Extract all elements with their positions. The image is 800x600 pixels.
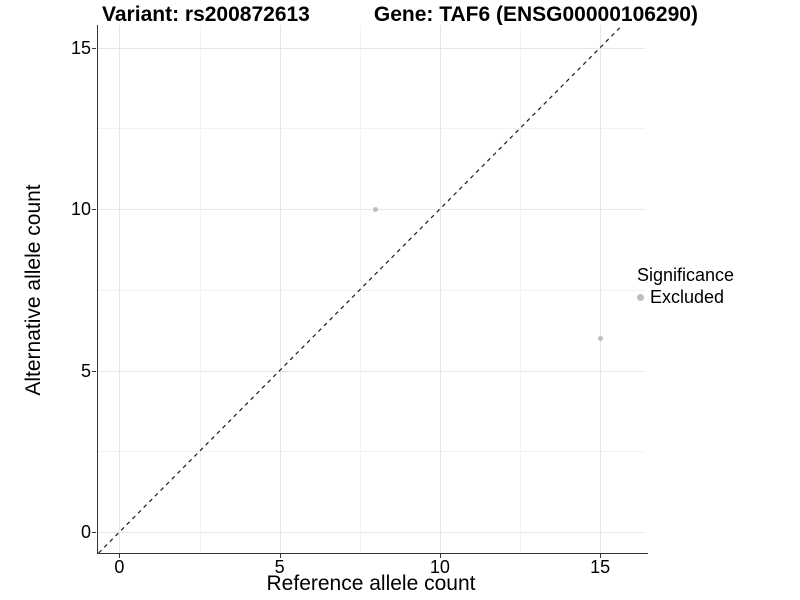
identity-line: [98, 24, 623, 554]
data-point: [373, 206, 379, 212]
legend-item: Excluded: [637, 286, 734, 308]
gridline-x-major: [439, 25, 441, 553]
y-tick-mark: [92, 532, 96, 533]
gridline-x-major: [119, 25, 121, 553]
legend-item-label: Excluded: [650, 287, 725, 307]
x-tick-mark: [279, 554, 281, 558]
y-tick-mark: [92, 370, 96, 372]
y-tick-label: 10: [70, 199, 91, 220]
x-axis-line: [97, 553, 648, 554]
y-tick-label: 0: [80, 522, 91, 542]
y-tick-label: 15: [70, 37, 91, 58]
gridline-y-minor: [97, 128, 645, 130]
plot-title-gene: Gene: TAF6 (ENSG00000106290): [373, 3, 698, 26]
x-tick-mark: [119, 554, 121, 558]
plot-title: Variant: rs200872613 Gene: TAF6 (ENSG000…: [0, 3, 800, 27]
gridline-y-major: [97, 370, 645, 372]
y-tick-mark: [92, 47, 96, 49]
x-tick-mark: [600, 554, 602, 558]
gridline-x-minor: [199, 25, 201, 553]
plot-title-variant: Variant: rs200872613: [102, 3, 310, 26]
gridline-y-major: [97, 532, 645, 533]
x-tick-label: 0: [114, 557, 125, 577]
x-tick-label: 10: [429, 557, 450, 577]
gridline-x-major: [279, 25, 281, 553]
data-point: [597, 335, 603, 341]
gridline-y-major: [97, 209, 645, 211]
gridline-y-major: [97, 47, 645, 49]
x-tick-label: 15: [590, 557, 611, 577]
y-axis-line: [97, 25, 98, 554]
x-tick-mark: [439, 554, 441, 558]
y-tick-label: 5: [80, 360, 91, 381]
gridline-y-minor: [97, 451, 645, 453]
legend-title: Significance: [637, 265, 735, 285]
legend: Significance Excluded: [637, 264, 734, 308]
legend-point-icon: [637, 293, 644, 301]
legend-items: Excluded: [637, 286, 734, 308]
y-tick-mark: [92, 209, 96, 211]
x-tick-label: 5: [274, 557, 285, 577]
gridline-x-minor: [520, 25, 522, 553]
gridline-y-minor: [97, 289, 645, 291]
gridline-x-major: [600, 25, 602, 553]
plot-panel: [97, 24, 645, 554]
y-axis-title: Alternative allele count: [22, 184, 45, 396]
x-axis-title: Reference allele count: [266, 572, 476, 595]
